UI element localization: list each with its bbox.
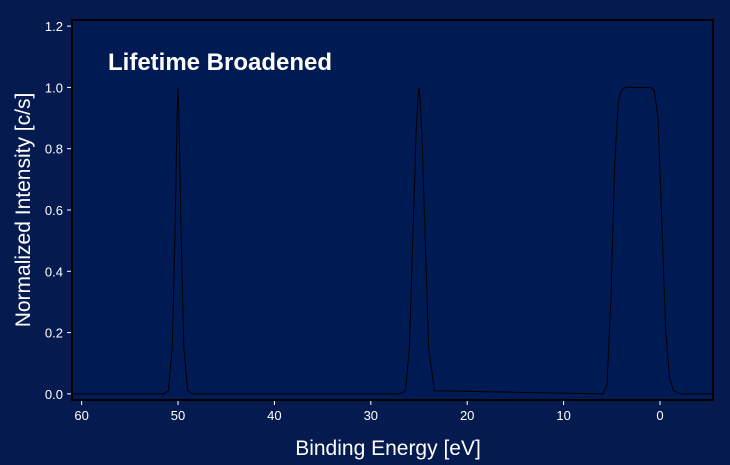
plot-frame: [71, 19, 714, 401]
y-tick-label: 0.4: [45, 264, 63, 279]
chart-annotation: Lifetime Broadened: [108, 49, 332, 76]
x-tick-label: 40: [267, 408, 281, 423]
x-tick-label: 20: [460, 408, 474, 423]
y-axis-title: Normalized Intensity [c/s]: [12, 93, 35, 328]
x-tick-label: 0: [656, 408, 663, 423]
plot-area: [72, 20, 713, 400]
y-tick-label: 1.2: [45, 19, 63, 34]
axis-tick-labels: 60 50 40 30 20 10 0 0.0 0.2 0.4 0.6 0.8 1.0 1.2: [45, 19, 664, 423]
y-tick-label: 0.0: [45, 387, 63, 402]
x-tick-label: 30: [364, 408, 378, 423]
x-tick-label: 50: [171, 408, 185, 423]
y-tick-label: 0.8: [45, 142, 63, 157]
y-tick-label: 0.2: [45, 326, 63, 341]
x-tick-label: 10: [556, 408, 570, 423]
y-tick-label: 0.6: [45, 203, 63, 218]
y-tick-label: 1.0: [45, 80, 63, 95]
series-line: [72, 86, 713, 395]
x-axis-title: Binding Energy [eV]: [295, 437, 481, 460]
x-tick-label: 60: [74, 408, 88, 423]
